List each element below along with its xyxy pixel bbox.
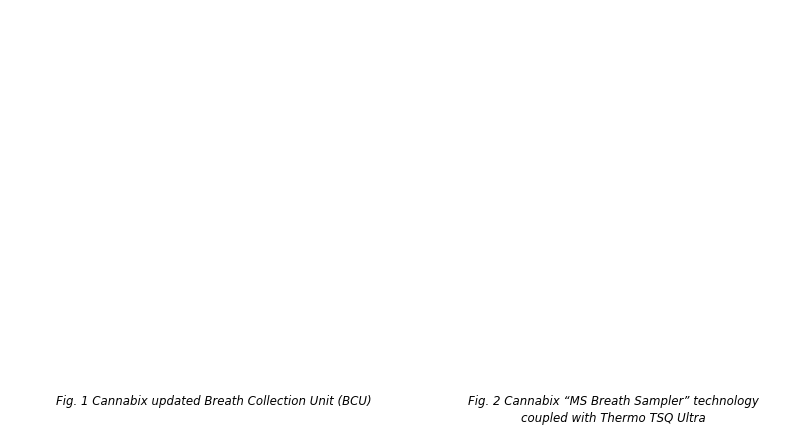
Text: Fig. 1 Cannabix updated Breath Collection Unit (BCU): Fig. 1 Cannabix updated Breath Collectio… (56, 394, 371, 407)
Text: Fig. 2 Cannabix “MS Breath Sampler” technology
coupled with Thermo TSQ Ultra: Fig. 2 Cannabix “MS Breath Sampler” tech… (468, 394, 759, 424)
